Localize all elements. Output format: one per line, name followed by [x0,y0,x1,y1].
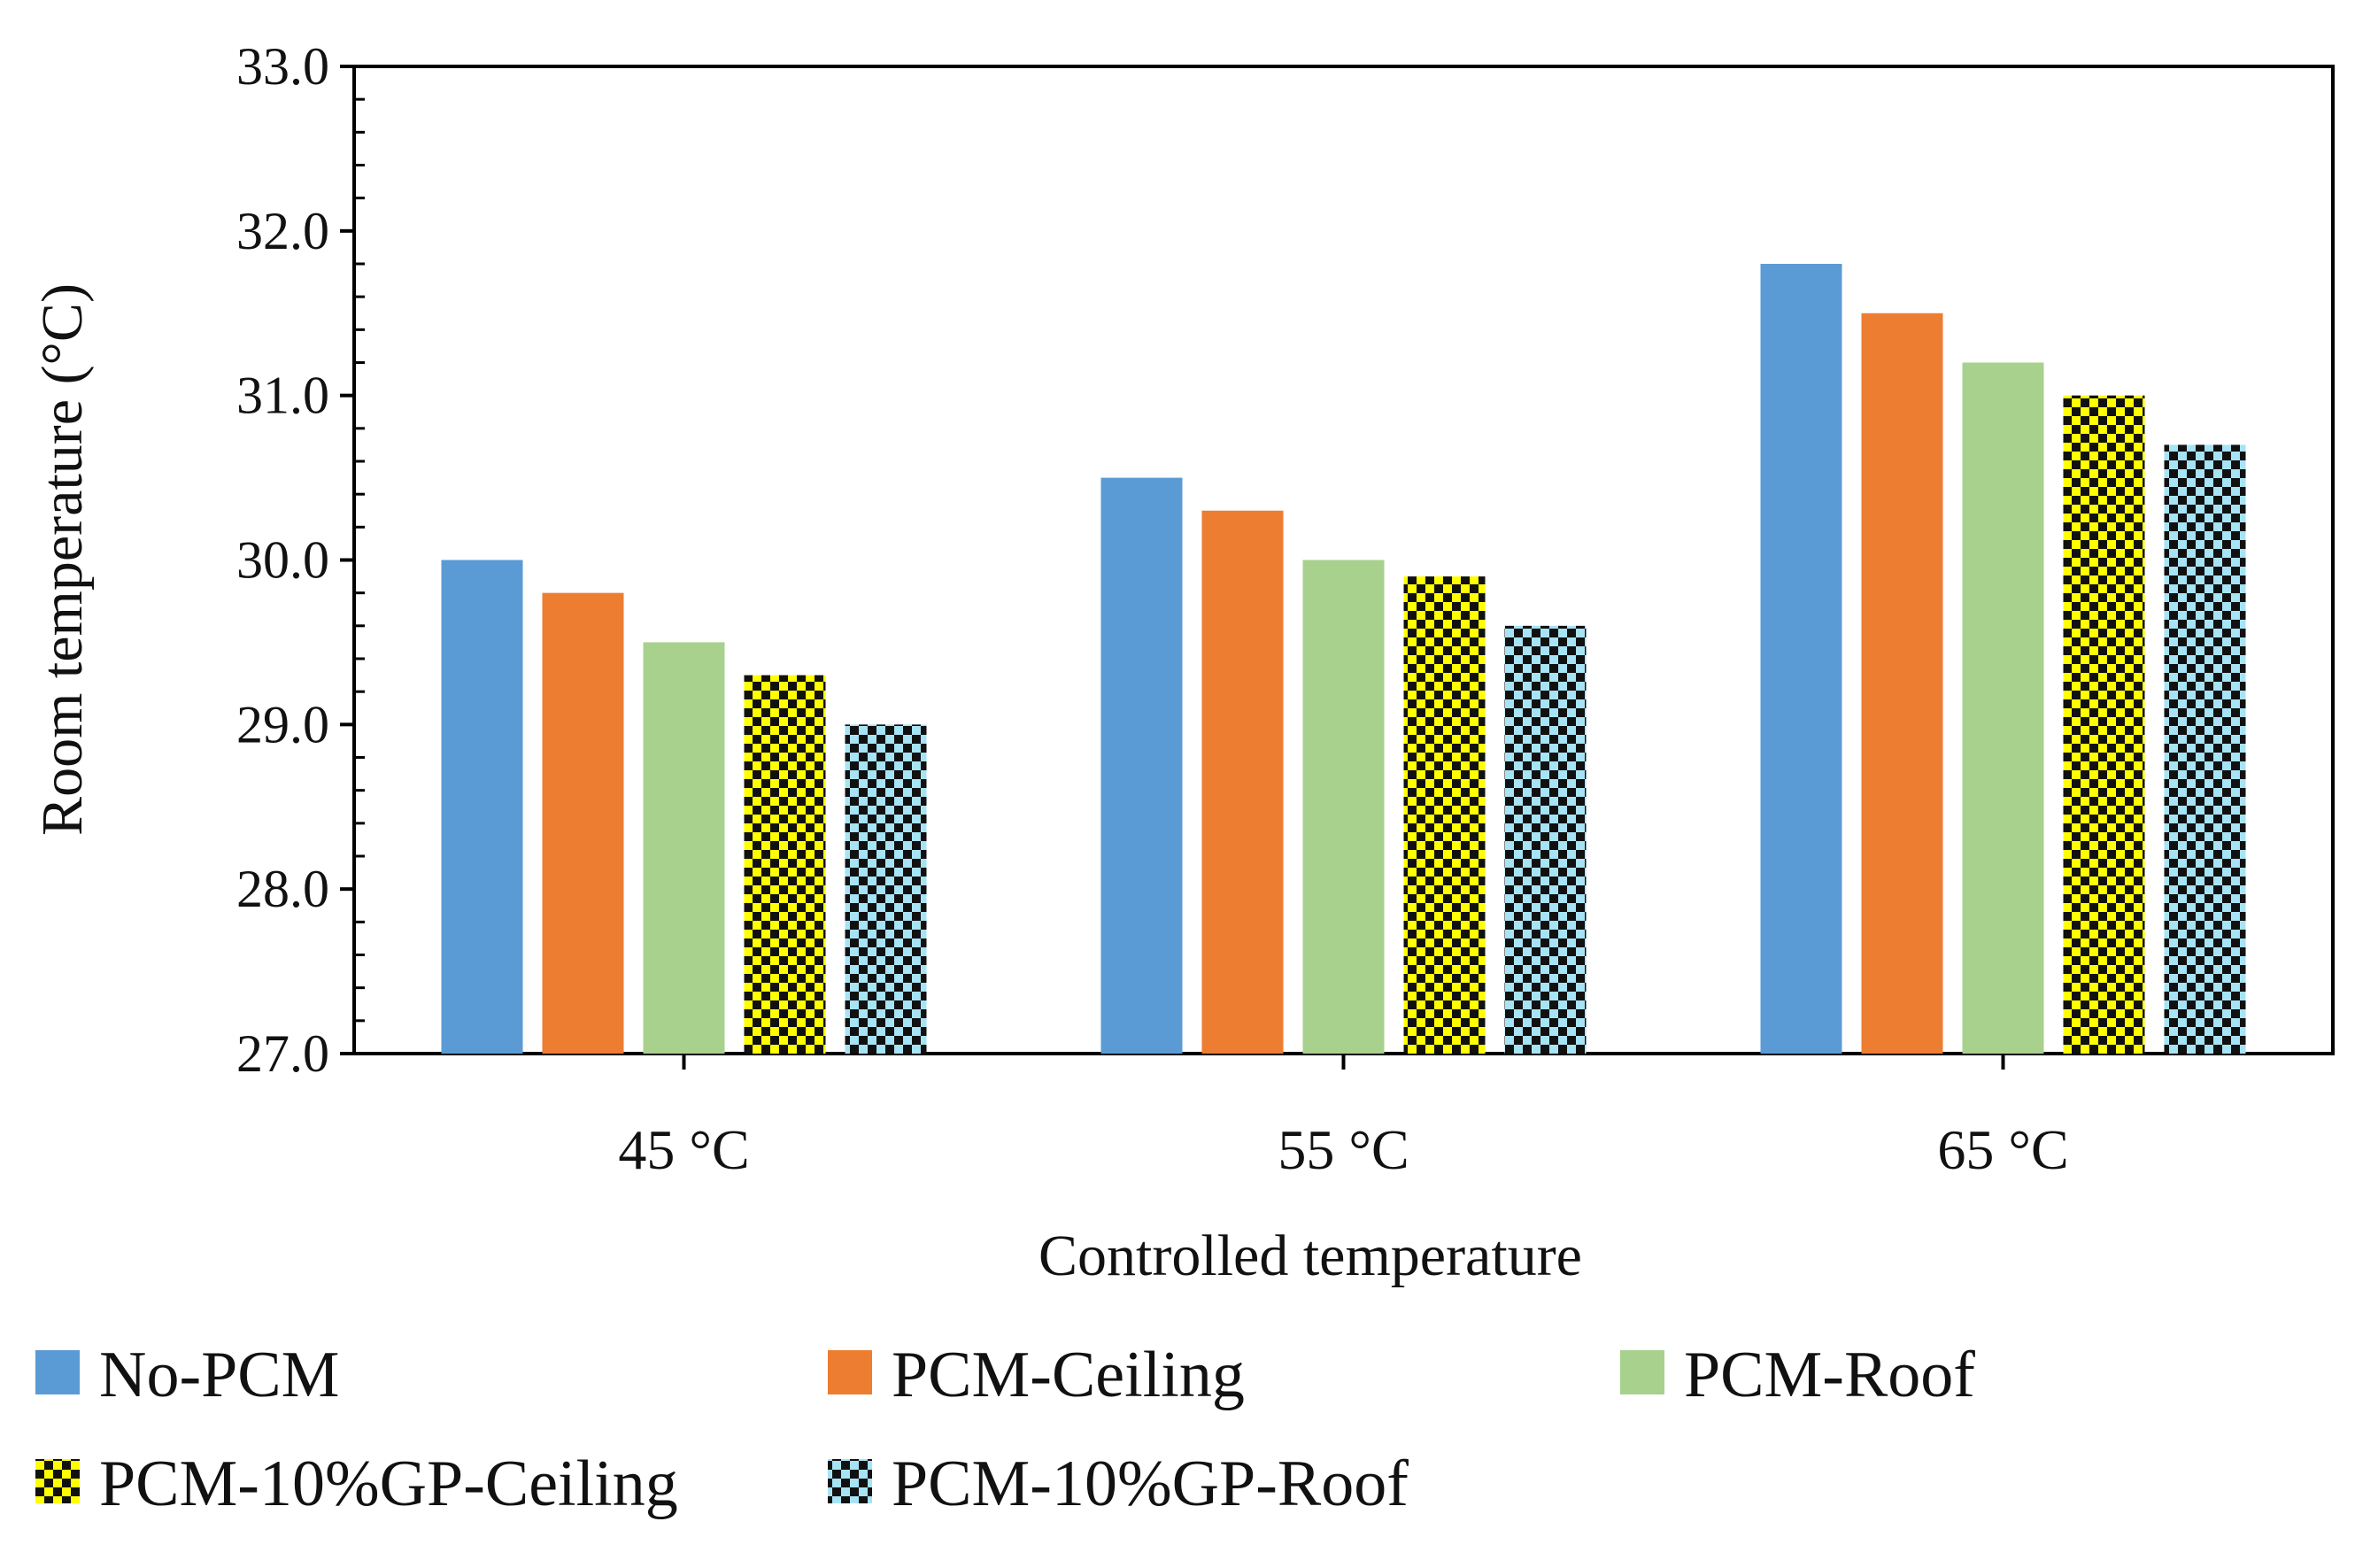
bar-pcm-10-gp-ceiling-0 [744,675,826,1054]
bar-pcm-roof-1 [1302,560,1385,1054]
legend-label: PCM-10%GP-Ceiling [99,1448,678,1520]
legend: No-PCM PCM-Ceiling PCM-Roof PCM-10%GP-Ceili… [35,1339,1975,1520]
bar-series-group [441,264,2246,1054]
legend-swatch [828,1459,872,1503]
bar-no-pcm-1 [1100,477,1183,1054]
bar-no-pcm-0 [441,560,523,1054]
bar-pcm-10-gp-roof-2 [2164,444,2246,1054]
legend-swatch [1620,1350,1664,1394]
y-tick-label: 31.0 [236,367,329,425]
bar-pcm-10-gp-roof-1 [1504,625,1587,1054]
bar-pcm-roof-2 [1962,362,2044,1054]
legend-swatch [828,1350,872,1394]
x-axis-title: Controlled temperature [1039,1224,1582,1288]
legend-label: PCM-Roof [1684,1339,1975,1411]
x-tick-label: 55 °C [1278,1118,1409,1181]
y-tick-label: 32.0 [236,202,329,260]
bar-no-pcm-2 [1760,264,1842,1054]
y-axis: 27.0 28.0 29.0 30.0 31.0 32.0 33.0 [236,37,365,1083]
y-tick-label: 29.0 [236,695,329,753]
x-axis: 45 °C 55 °C 65 °C [618,1054,2069,1181]
x-tick-label: 65 °C [1937,1118,2068,1181]
y-tick-label: 28.0 [236,860,329,918]
legend-label: No-PCM [99,1339,339,1411]
x-tick-label: 45 °C [618,1118,749,1181]
y-tick-label: 30.0 [236,531,329,590]
bar-pcm-ceiling-0 [542,592,624,1054]
legend-swatch [35,1350,80,1394]
bar-pcm-roof-0 [643,642,725,1054]
bar-pcm-ceiling-2 [1861,313,1943,1054]
y-tick-label: 33.0 [236,37,329,96]
bar-pcm-10-gp-ceiling-2 [2063,395,2145,1054]
y-tick-label: 27.0 [236,1024,329,1083]
legend-label: PCM-Ceiling [892,1339,1245,1411]
bar-pcm-10-gp-ceiling-1 [1403,576,1486,1054]
legend-label: PCM-10%GP-Roof [892,1448,1409,1520]
legend-swatch [35,1459,80,1503]
bar-pcm-10-gp-roof-0 [845,724,927,1054]
bar-pcm-ceiling-1 [1201,510,1284,1054]
y-axis-title: Room temperature (°C) [30,283,95,836]
